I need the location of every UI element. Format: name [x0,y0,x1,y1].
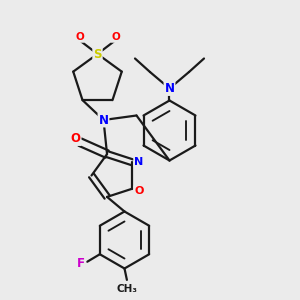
Text: O: O [111,32,120,42]
Text: N: N [164,82,175,95]
Text: N: N [98,113,109,127]
Text: O: O [70,132,80,145]
Text: O: O [134,186,143,196]
Text: N: N [134,157,143,167]
Text: S: S [93,47,102,61]
Text: CH₃: CH₃ [116,284,137,294]
Text: O: O [75,32,84,42]
Text: F: F [77,257,85,270]
